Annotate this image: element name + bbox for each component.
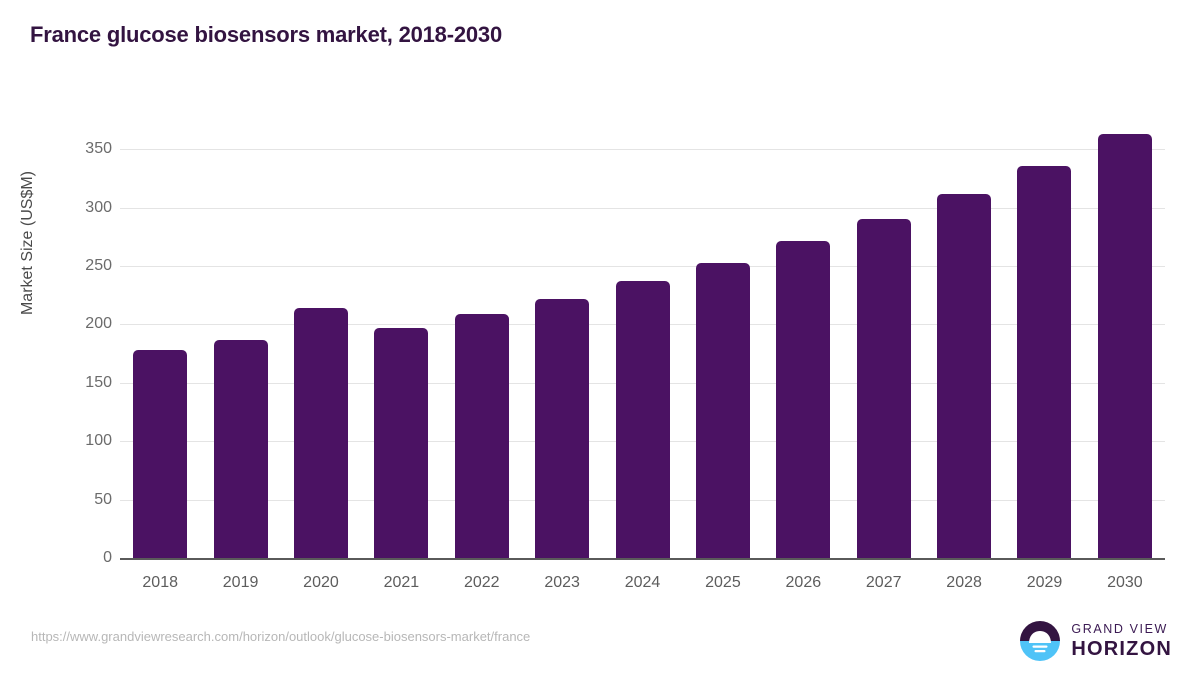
bar-slot: 2019 [200, 120, 280, 591]
plot-area: 0 50 100 150 200 250 300 350 2018 2019 2020 2021 20… [85, 120, 1165, 591]
x-tick-label-2024: 2024 [624, 574, 661, 591]
x-tick-label-2022: 2022 [463, 574, 500, 591]
x-tick-label-2026: 2026 [785, 574, 822, 591]
x-tick-label-2030: 2030 [1107, 574, 1143, 591]
gridline-250 [120, 266, 1165, 267]
logo-wordmark: GRAND VIEW HORIZON [1071, 623, 1172, 659]
chart-container: Market Size (US$M) 0 50 100 150 200 250 300 350… [19, 120, 1165, 591]
bar-slot: 2027 [844, 120, 924, 591]
gridline-300 [120, 207, 1165, 209]
y-tick-label: 150 [85, 373, 112, 391]
bar-2030[interactable] [1097, 134, 1152, 558]
y-tick-label: 300 [85, 198, 112, 216]
x-tick-label-2018: 2018 [142, 574, 178, 591]
bar-slot: 2029 [1004, 120, 1084, 591]
x-tick-label-2019: 2019 [222, 574, 259, 591]
brand-logo: GRAND VIEW HORIZON [1018, 618, 1172, 664]
bar-slot: 2024 [602, 120, 682, 591]
bar-2019[interactable] [213, 339, 268, 558]
bar-slot: 2023 [522, 120, 602, 591]
bar-slot: 2030 [1085, 120, 1165, 591]
bar-2018[interactable] [133, 350, 188, 558]
bar-slot: 2020 [281, 120, 361, 591]
bar-slot: 2018 [120, 120, 200, 591]
bar-2023[interactable] [535, 298, 590, 558]
logo-line-2: HORIZON [1071, 637, 1172, 660]
x-tick-label-2027: 2027 [865, 574, 902, 591]
bar-2028[interactable] [937, 193, 992, 558]
bar-2022[interactable] [454, 313, 509, 558]
bar-slot: 2028 [924, 120, 1004, 591]
bar-slot: 2025 [683, 120, 763, 591]
gridline-350 [120, 149, 1165, 151]
bar-2029[interactable] [1017, 165, 1072, 558]
x-tick-label-2029: 2029 [1026, 574, 1063, 591]
y-tick-label: 350 [85, 140, 112, 158]
x-tick-label-2021: 2021 [383, 574, 420, 591]
source-url[interactable]: https://www.grandviewresearch.com/horizo… [31, 629, 531, 644]
bar-series: 2018 2019 2020 2021 2022 2023 2024 2025 2026 2027… [120, 120, 1165, 591]
logo-line-1: GRAND VIEW [1071, 622, 1168, 637]
page-title: France glucose biosensors market, 2018-2… [30, 22, 502, 47]
y-tick-label: 250 [85, 257, 112, 274]
bar-slot: 2022 [442, 120, 522, 591]
y-axis-title: Market Size (US$M) [19, 170, 36, 316]
x-tick-label-2020: 2020 [303, 574, 339, 591]
x-tick-label-2025: 2025 [705, 574, 741, 591]
y-tick-label: 50 [94, 490, 112, 508]
y-tick-label: 200 [85, 315, 112, 333]
x-tick-label-2023: 2023 [544, 574, 580, 591]
y-tick-label: 0 [103, 549, 112, 566]
bar-2020[interactable] [293, 308, 348, 558]
bar-2027[interactable] [856, 219, 911, 558]
bar-2021[interactable] [374, 327, 429, 558]
grand-view-horizon-logo-icon [1020, 621, 1061, 661]
x-tick-label-2028: 2028 [946, 574, 982, 591]
bar-2025[interactable] [695, 262, 750, 558]
gridline-0 [120, 558, 1165, 560]
bar-slot: 2021 [361, 120, 441, 591]
y-tick-label: 100 [85, 432, 112, 450]
bar-2026[interactable] [776, 241, 831, 558]
bar-2024[interactable] [615, 281, 670, 558]
bar-slot: 2026 [763, 120, 843, 591]
